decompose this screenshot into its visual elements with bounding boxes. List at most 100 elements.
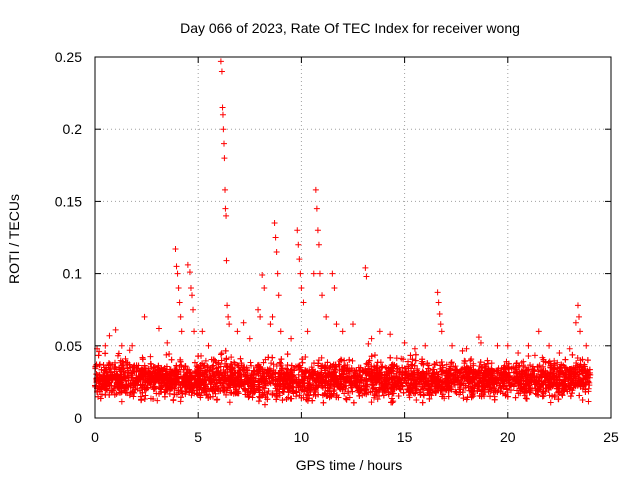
data-point	[194, 391, 201, 398]
data-point	[582, 386, 589, 393]
data-point	[467, 377, 474, 384]
data-point	[426, 395, 433, 402]
data-point	[389, 390, 396, 397]
data-point	[477, 359, 484, 366]
data-point	[315, 357, 322, 364]
data-point	[212, 390, 219, 397]
data-point	[403, 379, 410, 386]
data-point	[373, 390, 380, 397]
data-point	[397, 386, 404, 393]
data-point	[566, 369, 573, 376]
data-point	[251, 377, 258, 384]
data-point	[111, 391, 118, 398]
data-point	[457, 385, 464, 392]
data-point	[231, 359, 238, 366]
data-point	[460, 395, 467, 402]
data-point	[207, 373, 214, 380]
data-point	[311, 389, 318, 396]
data-point	[558, 361, 565, 368]
data-point	[548, 375, 555, 382]
data-point	[576, 392, 583, 399]
data-point	[411, 370, 418, 377]
data-point	[218, 350, 225, 357]
data-point	[572, 383, 579, 390]
data-point	[233, 377, 240, 384]
data-point	[106, 366, 113, 373]
data-point	[142, 365, 149, 372]
data-point	[402, 365, 409, 372]
data-point	[337, 356, 344, 363]
data-point	[147, 360, 154, 367]
data-point	[497, 382, 504, 389]
data-point	[435, 387, 442, 394]
data-point	[166, 350, 173, 357]
data-point	[346, 356, 353, 363]
data-point	[542, 359, 549, 366]
data-point	[97, 395, 104, 402]
data-point	[391, 361, 398, 368]
data-point	[485, 360, 492, 367]
data-point	[585, 385, 592, 392]
data-point	[448, 359, 455, 366]
data-point	[171, 385, 178, 392]
data-point	[127, 389, 134, 396]
data-point	[514, 387, 521, 394]
data-point	[212, 357, 219, 364]
data-point	[491, 396, 498, 403]
data-point	[353, 367, 360, 374]
data-point	[158, 381, 165, 388]
data-point	[420, 370, 427, 377]
data-point	[413, 396, 420, 403]
data-point	[139, 389, 146, 396]
data-point	[260, 359, 267, 366]
data-point	[344, 375, 351, 382]
data-point	[334, 381, 341, 388]
data-point	[510, 376, 517, 383]
data-point	[280, 388, 287, 395]
data-point	[362, 370, 369, 377]
data-point	[450, 363, 457, 370]
data-point	[170, 397, 177, 404]
data-point	[400, 389, 407, 396]
data-point	[102, 350, 109, 357]
data-point	[220, 384, 227, 391]
data-point	[218, 357, 225, 364]
data-point	[256, 389, 263, 396]
data-point	[419, 399, 426, 406]
data-point	[307, 381, 314, 388]
data-point	[218, 351, 225, 358]
data-point	[249, 382, 255, 389]
data-point	[371, 352, 378, 359]
data-point	[461, 364, 468, 371]
data-point	[524, 374, 531, 381]
data-point	[330, 390, 337, 397]
data-point	[280, 380, 287, 387]
data-point	[365, 359, 372, 366]
data-point	[381, 380, 388, 387]
data-point	[119, 358, 126, 365]
data-point	[340, 364, 347, 371]
data-point	[409, 356, 416, 363]
data-point	[438, 359, 445, 366]
data-point	[374, 365, 381, 372]
data-point	[224, 378, 231, 385]
data-point	[573, 360, 580, 367]
data-point	[585, 378, 592, 385]
data-point	[122, 355, 129, 362]
data-point	[115, 350, 122, 357]
data-point	[302, 353, 309, 360]
data-point	[531, 352, 538, 359]
data-point	[267, 380, 274, 387]
data-point	[191, 359, 198, 366]
data-point	[585, 398, 592, 405]
data-point	[468, 394, 475, 401]
data-point	[265, 388, 272, 395]
data-point	[261, 401, 268, 408]
data-point	[228, 354, 235, 361]
data-point	[341, 378, 348, 385]
data-point	[118, 362, 125, 369]
data-point	[407, 352, 414, 359]
data-point	[154, 397, 161, 404]
data-point	[458, 380, 465, 387]
data-point	[399, 383, 406, 390]
